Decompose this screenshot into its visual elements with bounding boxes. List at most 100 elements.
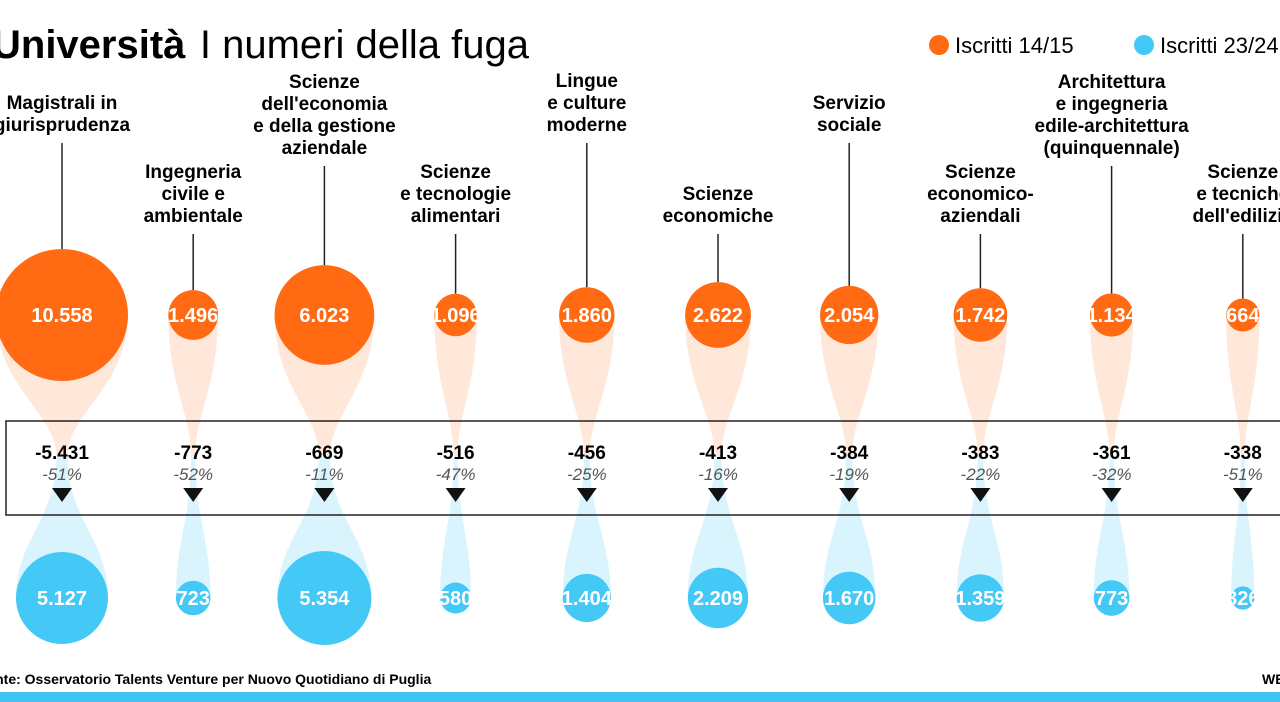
down-arrow-icon [445,488,466,502]
percent-label: -32% [1092,465,1132,484]
percent-label: -52% [173,465,213,484]
category-label-line: Lingue [556,71,618,92]
category-label: Lingue e culture moderne [547,71,627,136]
down-arrow-icon [314,488,335,502]
connector-old [685,315,751,455]
legend-label-new: Iscritti 23/24 [1160,33,1279,58]
category-label-line: (quinquennale) [1044,138,1180,159]
connector-new [175,455,211,598]
legend: Iscritti 14/15 Iscritti 23/24 [929,33,1279,58]
category-label-line: Scienze [683,184,754,205]
bubble-old [953,288,1008,342]
difference-label: -5.431 [35,443,89,464]
value-label-new: 1.359 [955,588,1005,610]
bubble-new [175,580,211,616]
category-label-line: aziendale [282,138,368,159]
bubble-new [16,552,108,644]
difference-label: -361 [1093,443,1131,464]
bubble-old [434,293,477,337]
category-label-line: e tecnologie [400,184,511,205]
connector-old [1089,315,1134,455]
percent-label: -11% [305,465,343,484]
down-arrow-icon [970,488,991,502]
value-label-new: 326 [1226,588,1259,610]
category-label-line: dell'economia [261,94,387,115]
value-label-new: 1.404 [562,588,613,610]
category-label-line: Scienze [420,162,491,183]
category-label-line: Ingegneria [145,162,242,183]
connector-new [687,455,749,598]
difference-label: -456 [568,443,606,464]
category-label: Ingegneria civile e ambientale [144,162,243,227]
chart-title-wrap: Università I numeri della fuga [0,23,530,67]
bubble-old [168,290,219,340]
difference-label: -669 [305,443,343,464]
down-arrow-icon [576,488,597,502]
legend-label-old: Iscritti 14/15 [955,33,1074,58]
down-arrow-icon [52,488,72,502]
bubble-old [274,265,375,365]
category-label: Scienze e tecnologie alimentari [400,162,511,227]
category-label-line: Scienze [289,72,360,93]
bubble-new [562,573,611,623]
percent-label: -51% [42,465,82,484]
category-label-line: moderne [547,115,627,136]
down-arrow-icon [1232,488,1253,502]
connector-new [440,455,472,598]
category-label-line: giurisprudenza [0,115,131,136]
value-label-old: 2.622 [693,305,743,327]
category-label-line: e ingegneria [1056,94,1168,115]
bubble-new [687,567,749,629]
value-label-new: 580 [439,588,472,610]
category-label: Architettura e ingegneria edile-architettu… [1035,72,1190,159]
source-note: Fonte: Osservatorio Talents Venture per … [0,671,431,687]
percent-label: -19% [829,465,869,484]
category-label-line: Servizio [813,93,886,114]
chart-title: Università [0,23,186,67]
footer-band [0,692,1280,702]
percent-label: -47% [436,465,476,484]
value-label-new: 2.209 [693,588,743,610]
difference-label: -384 [830,443,868,464]
value-label-old: 664 [1226,305,1260,327]
category-label: Magistrali in giurisprudenza [0,93,131,136]
connector-old [168,315,219,455]
value-label-old: 6.023 [299,305,349,327]
bubble-old [559,287,615,343]
connector-new [1093,455,1130,598]
connector-new [822,455,876,598]
category-label-line: Scienze [945,162,1016,183]
connector-new [956,455,1005,598]
connector-old [953,315,1008,455]
down-arrow-icon [1101,488,1122,502]
percent-label: -51% [1223,465,1263,484]
value-label-new: 5.354 [299,588,350,610]
category-label: Scienze economico-aziendali [927,162,1034,227]
connector-new [562,455,611,598]
value-label-new: 723 [177,588,210,610]
percent-label: -25% [567,465,607,484]
bubble-new [440,582,472,614]
category-label: Scienze dell'economia e della gestione azie… [253,72,396,159]
bubble-new [822,571,876,625]
down-arrow-icon [183,488,204,502]
category-label-line: edile-architettura [1035,116,1190,137]
value-label-old: 1.742 [955,305,1005,327]
category-label-line: Architettura [1058,72,1166,93]
category-label: Servizio sociale [813,93,886,136]
bubble-old [820,285,879,345]
category-label-line: sociale [817,115,881,136]
bubble-old [1089,293,1134,337]
value-label-old: 2.054 [824,305,875,327]
difference-label: -413 [699,443,737,464]
category-label-line: aziendali [940,206,1020,227]
percent-label: -22% [961,465,1001,484]
down-arrow-icon [839,488,860,502]
category-label-line: e tecniche [1196,184,1280,205]
chart-subtitle: I numeri della fuga [200,23,530,67]
difference-band-frame [5,420,1280,516]
connector-old [820,315,879,455]
value-label-old: 1.496 [168,305,218,327]
